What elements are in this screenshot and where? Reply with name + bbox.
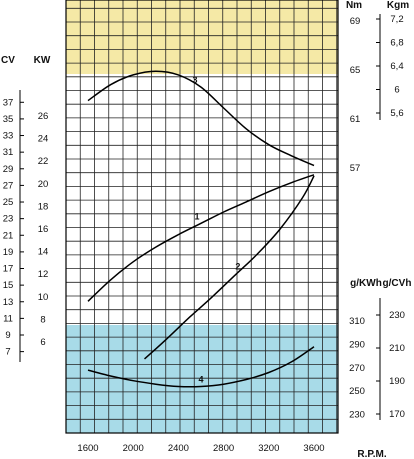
cv-tick-label: 9 [5, 330, 10, 341]
cv-tick-label: 19 [3, 247, 14, 258]
kw-tick-label: 20 [38, 179, 49, 190]
nm-tick-label: 65 [350, 65, 361, 76]
x-axis-label: R.P.M. [357, 449, 386, 459]
kw-tick-label: 18 [38, 201, 49, 212]
tick-labels: 1600 2000 2400 2800 3200 3600696561577,26,86,… [3, 14, 405, 454]
kw-tick-label: 8 [40, 314, 45, 325]
cv-tick-label: 21 [3, 230, 14, 241]
cv-tick-label: 31 [3, 147, 14, 158]
kw-tick-label: 24 [38, 134, 49, 145]
gcvh-tick-label: 210 [389, 343, 405, 354]
nm-tick-label: 69 [350, 16, 361, 27]
cv-tick-label: 29 [3, 164, 14, 175]
kw-tick-label: 14 [38, 247, 49, 258]
cv-tick-label: 33 [3, 131, 14, 142]
cv-tick-label: 7 [5, 347, 10, 358]
curve-1 [87, 174, 315, 302]
cv-tick-label: 13 [3, 297, 14, 308]
gkwh-tick-label: 290 [349, 339, 365, 350]
x-tick-label: 3200 [258, 443, 279, 454]
x-tick-label: 2000 [123, 443, 144, 454]
gkwh-tick-label: 250 [349, 386, 365, 397]
kgm-tick-label: 6,4 [390, 61, 403, 72]
kw-unit-label: KW [34, 55, 51, 66]
gkwh-tick-label: 230 [349, 410, 365, 421]
plot-frame [65, 0, 339, 434]
kgm-tick-label: 6,8 [390, 38, 403, 49]
nm-tick-label: 57 [350, 163, 361, 174]
cv-tick-label: 11 [3, 313, 13, 324]
gkwh-unit-label: g/KWh [350, 278, 382, 289]
cv-tick-label: 37 [3, 97, 14, 108]
cv-tick-label: 25 [3, 197, 14, 208]
cv-tick-label: 23 [3, 214, 14, 225]
kgm-tick-label: 5,6 [390, 108, 403, 119]
cv-tick-label: 15 [3, 280, 14, 291]
curve-label-2: 2 [235, 261, 240, 271]
kgm-tick-label: 7,2 [390, 14, 403, 25]
gkwh-tick-label: 310 [349, 316, 365, 327]
kgm-unit-label: Kgm [387, 0, 409, 11]
consumption-band [66, 325, 338, 433]
gcvh-tick-label: 170 [389, 409, 405, 420]
curve-label-4: 4 [198, 375, 203, 385]
kw-tick-label: 22 [38, 156, 49, 167]
x-tick-label: 2800 [213, 443, 234, 454]
gcvh-tick-label: 230 [389, 310, 405, 321]
torque-band [66, 0, 338, 74]
cv-unit-label: CV [1, 55, 15, 66]
gcvh-tick-label: 190 [389, 376, 405, 387]
curve-labels: 3 1 2 4 [192, 75, 240, 384]
curves [87, 70, 315, 388]
kw-tick-label: 12 [38, 269, 49, 280]
cv-tick-label: 17 [3, 264, 14, 275]
curve-label-1: 1 [194, 211, 199, 221]
curve-2 [144, 175, 315, 360]
cv-tick-label: 35 [3, 114, 14, 125]
curve-label-3: 3 [192, 75, 197, 85]
cv-tick-label: 27 [3, 180, 14, 191]
gkwh-tick-label: 270 [349, 363, 365, 374]
kw-tick-label: 16 [38, 224, 49, 235]
gcvh-unit-label: g/CVh [383, 278, 412, 289]
nm-tick-label: 61 [350, 114, 361, 125]
kw-tick-label: 26 [38, 111, 49, 122]
curve-4 [87, 346, 315, 388]
x-tick-label: 3600 [303, 443, 324, 454]
kw-tick-label: 6 [40, 337, 45, 348]
kgm-tick-label: 6 [394, 85, 399, 96]
background-bands [66, 0, 338, 433]
curve-3 [87, 70, 315, 167]
x-tick-label: 2400 [168, 443, 189, 454]
nm-unit-label: Nm [346, 0, 362, 11]
x-tick-label: 1600 [77, 443, 98, 454]
kw-tick-label: 10 [38, 292, 49, 303]
